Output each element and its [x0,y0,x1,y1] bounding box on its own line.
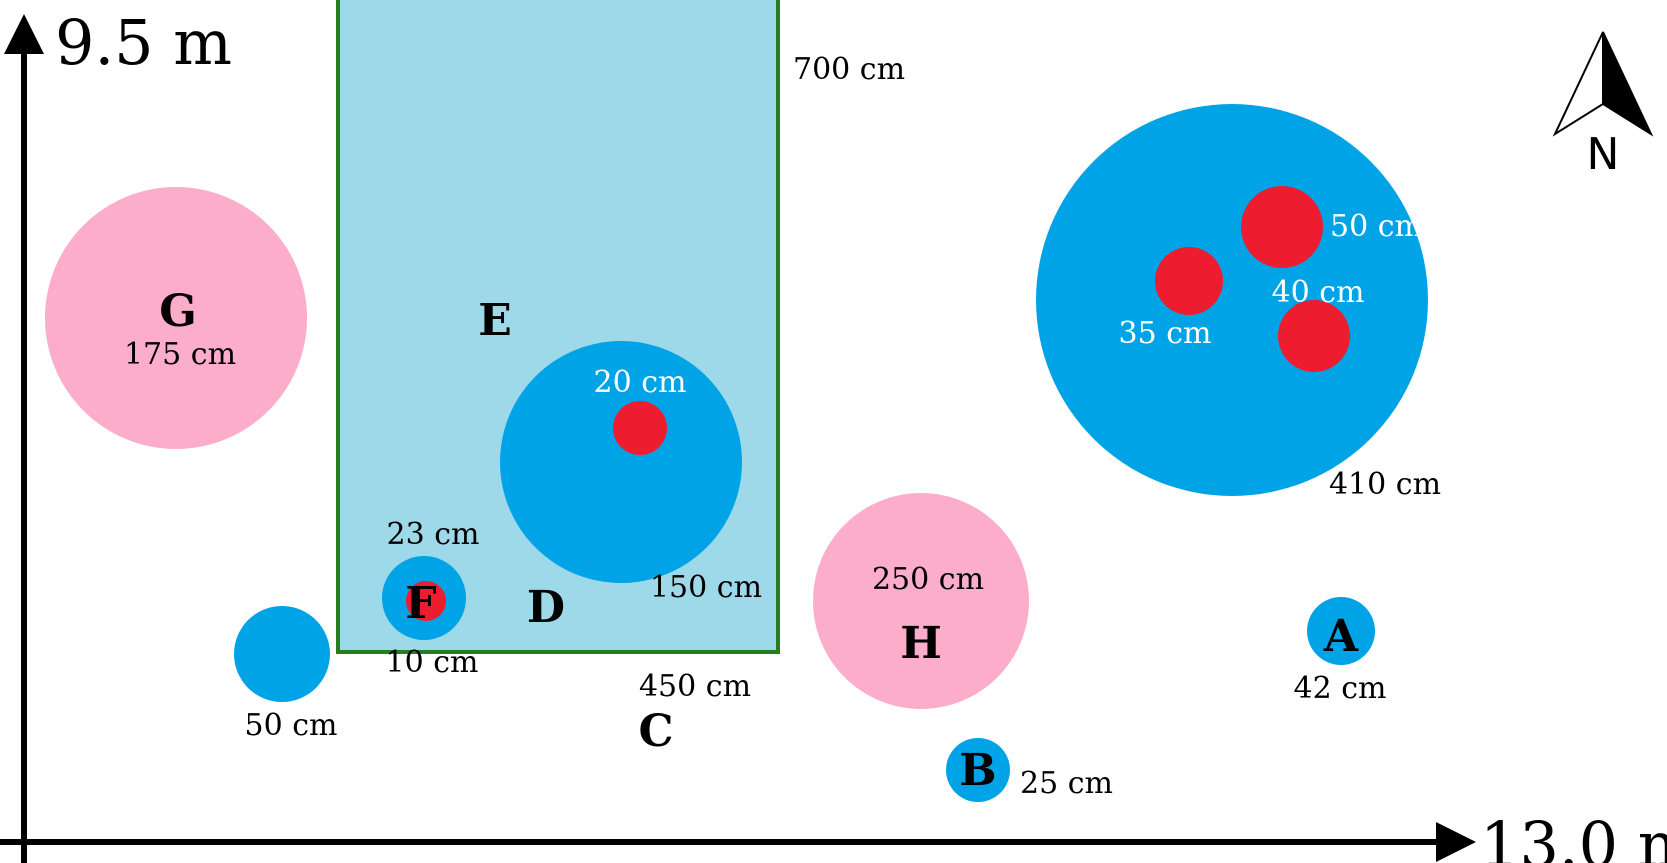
dim-40: 40 cm [1272,275,1365,310]
label-e: E [478,295,512,346]
dim-10: 10 cm [386,645,479,680]
stone-f [406,581,446,621]
stone-35cm [1155,247,1223,315]
dim-35: 35 cm [1119,316,1212,351]
stone-20cm [613,401,667,455]
circle-b-pond [946,738,1010,802]
dim-20: 20 cm [594,365,687,400]
x-axis-label: 13.0 m [1480,808,1667,863]
x-axis-arrowhead [1436,822,1476,862]
dim-25: 25 cm [1020,766,1113,801]
label-d: D [527,582,565,633]
dim-250: 250 cm [872,562,984,597]
dim-450: 450 cm [639,669,751,704]
dim-410: 410 cm [1329,467,1441,502]
dim-175: 175 cm [124,337,236,372]
circle-50cm-pond [234,606,330,702]
north-label: N [1587,129,1620,180]
label-g: G [159,286,197,337]
stone-50cm [1241,186,1323,268]
north-arrow-icon [1552,31,1654,137]
dim-42: 42 cm [1294,671,1387,706]
dim-23: 23 cm [387,517,480,552]
stone-40cm [1278,300,1350,372]
circle-h [813,493,1029,709]
label-h: H [900,618,942,669]
y-axis-arrowhead [4,14,44,54]
dim-150: 150 cm [650,570,762,605]
label-c: C [638,706,673,757]
dim-50-big: 50 cm [1330,209,1423,244]
label-f: F [405,578,436,629]
label-a: A [1323,611,1359,662]
circle-a-pond [1307,597,1375,665]
dim-700: 700 cm [793,52,905,87]
label-b: B [959,745,996,796]
circle-large-pond [1036,104,1428,496]
circle-d-pond [500,341,742,583]
dim-50-small: 50 cm [245,708,338,743]
y-axis-label: 9.5 m [55,6,232,79]
circle-g [45,187,307,449]
